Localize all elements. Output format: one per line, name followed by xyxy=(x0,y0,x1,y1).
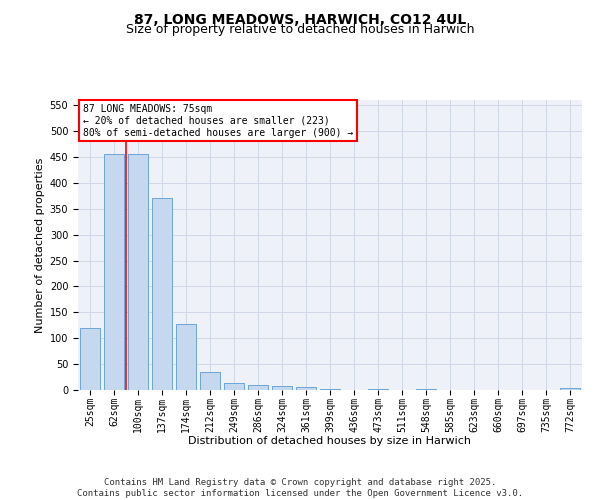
Text: 87, LONG MEADOWS, HARWICH, CO12 4UL: 87, LONG MEADOWS, HARWICH, CO12 4UL xyxy=(134,12,466,26)
Bar xyxy=(272,386,292,390)
Text: Contains HM Land Registry data © Crown copyright and database right 2025.
Contai: Contains HM Land Registry data © Crown c… xyxy=(77,478,523,498)
Text: 87 LONG MEADOWS: 75sqm
← 20% of detached houses are smaller (223)
80% of semi-de: 87 LONG MEADOWS: 75sqm ← 20% of detached… xyxy=(83,104,353,138)
Bar xyxy=(224,384,244,390)
Bar xyxy=(128,154,148,390)
Text: Size of property relative to detached houses in Harwich: Size of property relative to detached ho… xyxy=(126,24,474,36)
Bar xyxy=(104,154,124,390)
Bar xyxy=(248,385,268,390)
Bar xyxy=(296,388,316,390)
X-axis label: Distribution of detached houses by size in Harwich: Distribution of detached houses by size … xyxy=(188,436,472,446)
Bar xyxy=(80,328,100,390)
Bar xyxy=(320,389,340,390)
Y-axis label: Number of detached properties: Number of detached properties xyxy=(35,158,46,332)
Bar xyxy=(176,324,196,390)
Bar xyxy=(416,389,436,390)
Bar xyxy=(200,372,220,390)
Bar xyxy=(152,198,172,390)
Bar xyxy=(368,389,388,390)
Bar xyxy=(560,388,580,390)
